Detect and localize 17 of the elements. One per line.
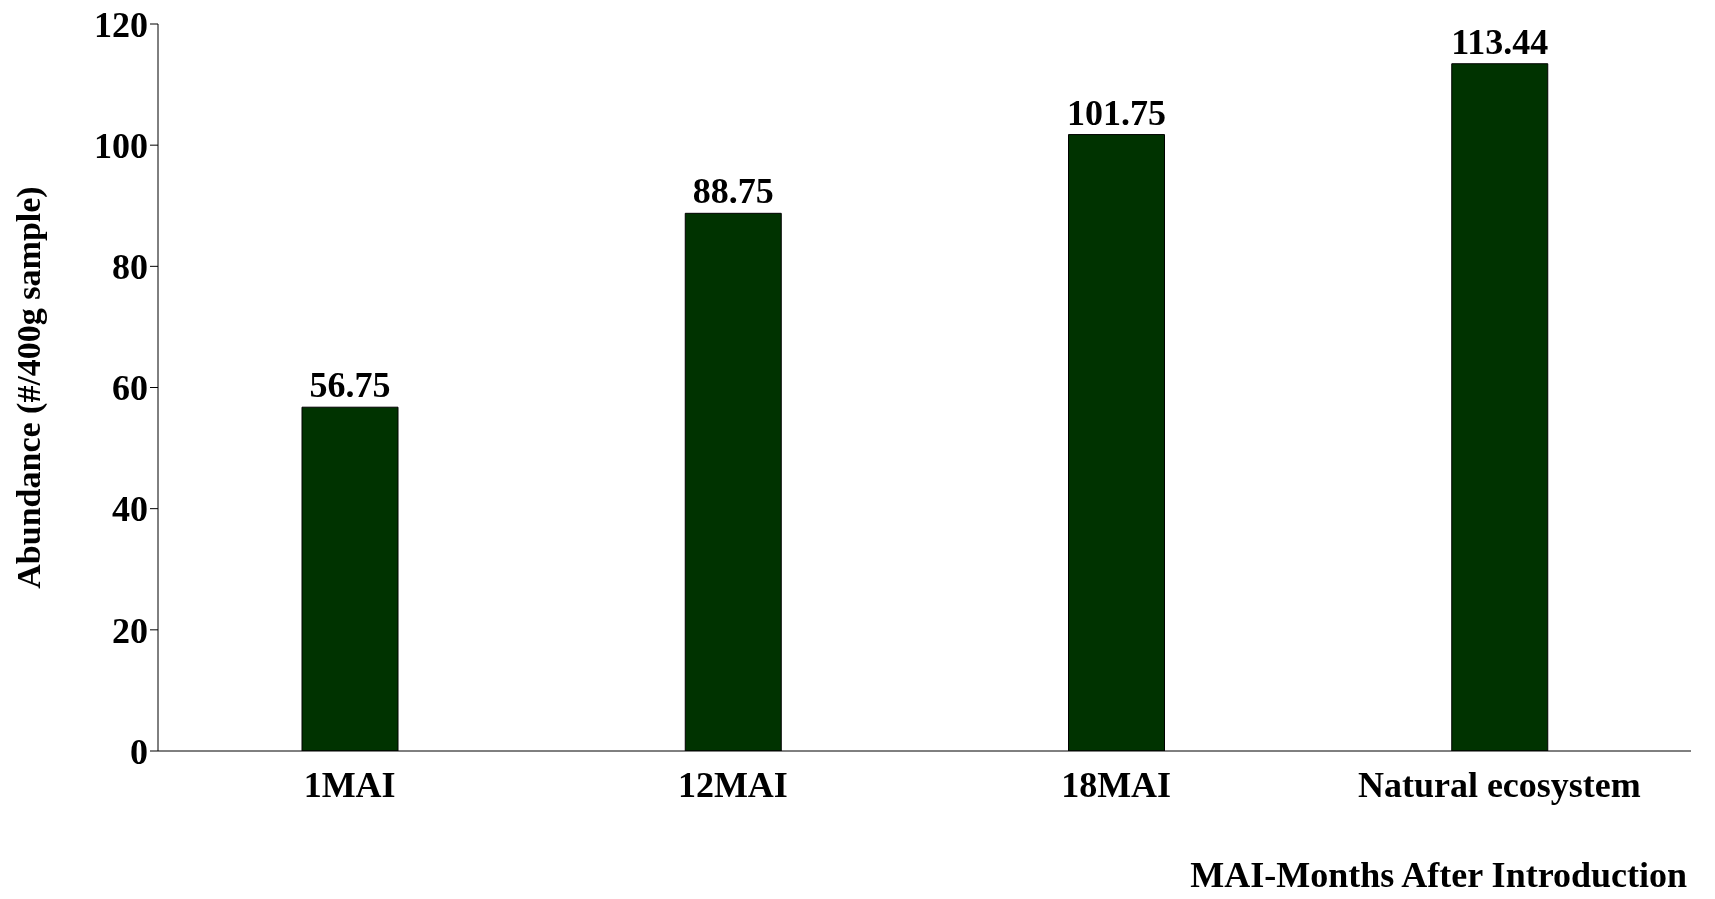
data-label: 56.75 [309,365,391,406]
data-label: 88.75 [692,171,774,212]
y-tick-label: 0 [130,731,148,772]
data-label: 101.75 [1067,92,1166,133]
y-tick-label: 60 [112,368,148,409]
y-tick-label: 120 [94,4,148,45]
x-tick-label: 18MAI [1061,764,1172,805]
x-tick-label: Natural ecosystem [1357,764,1641,805]
x-axis-title: MAI-Months After Introduction [1190,855,1687,895]
y-axis-title: Abundance (#/400g sample) [10,186,49,589]
x-tick-label: 12MAI [677,764,788,805]
x-tick-label: 1MAI [303,764,396,805]
data-label: 113.44 [1451,21,1549,62]
y-tick-label: 80 [112,247,148,288]
y-tick-label: 100 [94,125,148,166]
y-tick-label: 40 [112,489,148,530]
y-tick-label: 20 [112,610,148,651]
